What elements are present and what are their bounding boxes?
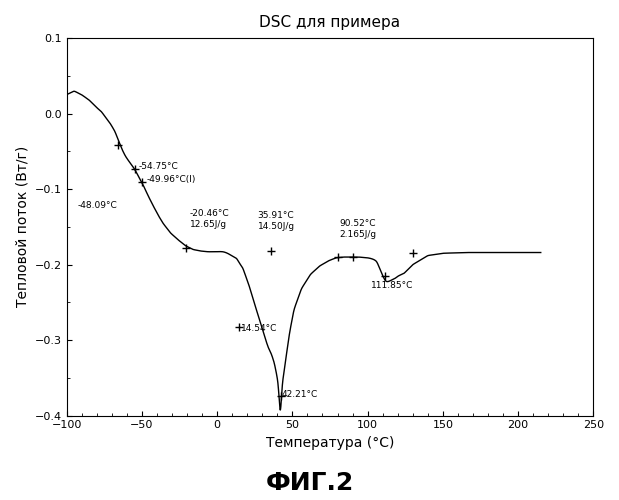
Text: 111.85°C: 111.85°C bbox=[371, 281, 413, 290]
X-axis label: Температура (°C): Температура (°C) bbox=[266, 436, 394, 450]
Text: ФИГ.2: ФИГ.2 bbox=[266, 471, 353, 495]
Text: -54.75°C: -54.75°C bbox=[139, 162, 178, 171]
Text: -49.96°C(I): -49.96°C(I) bbox=[146, 175, 196, 184]
Y-axis label: Тепловой поток (Вт/г): Тепловой поток (Вт/г) bbox=[15, 146, 29, 308]
Text: -20.46°C
12.65J/g: -20.46°C 12.65J/g bbox=[190, 209, 230, 229]
Text: 14.54°C: 14.54°C bbox=[241, 324, 277, 332]
Text: -48.09°C: -48.09°C bbox=[77, 201, 117, 210]
Text: 42.21°C: 42.21°C bbox=[282, 390, 318, 399]
Text: 90.52°C
2.165J/g: 90.52°C 2.165J/g bbox=[339, 219, 376, 239]
Text: 35.91°C
14.50J/g: 35.91°C 14.50J/g bbox=[258, 212, 295, 232]
Title: DSC для примера: DSC для примера bbox=[259, 15, 400, 30]
